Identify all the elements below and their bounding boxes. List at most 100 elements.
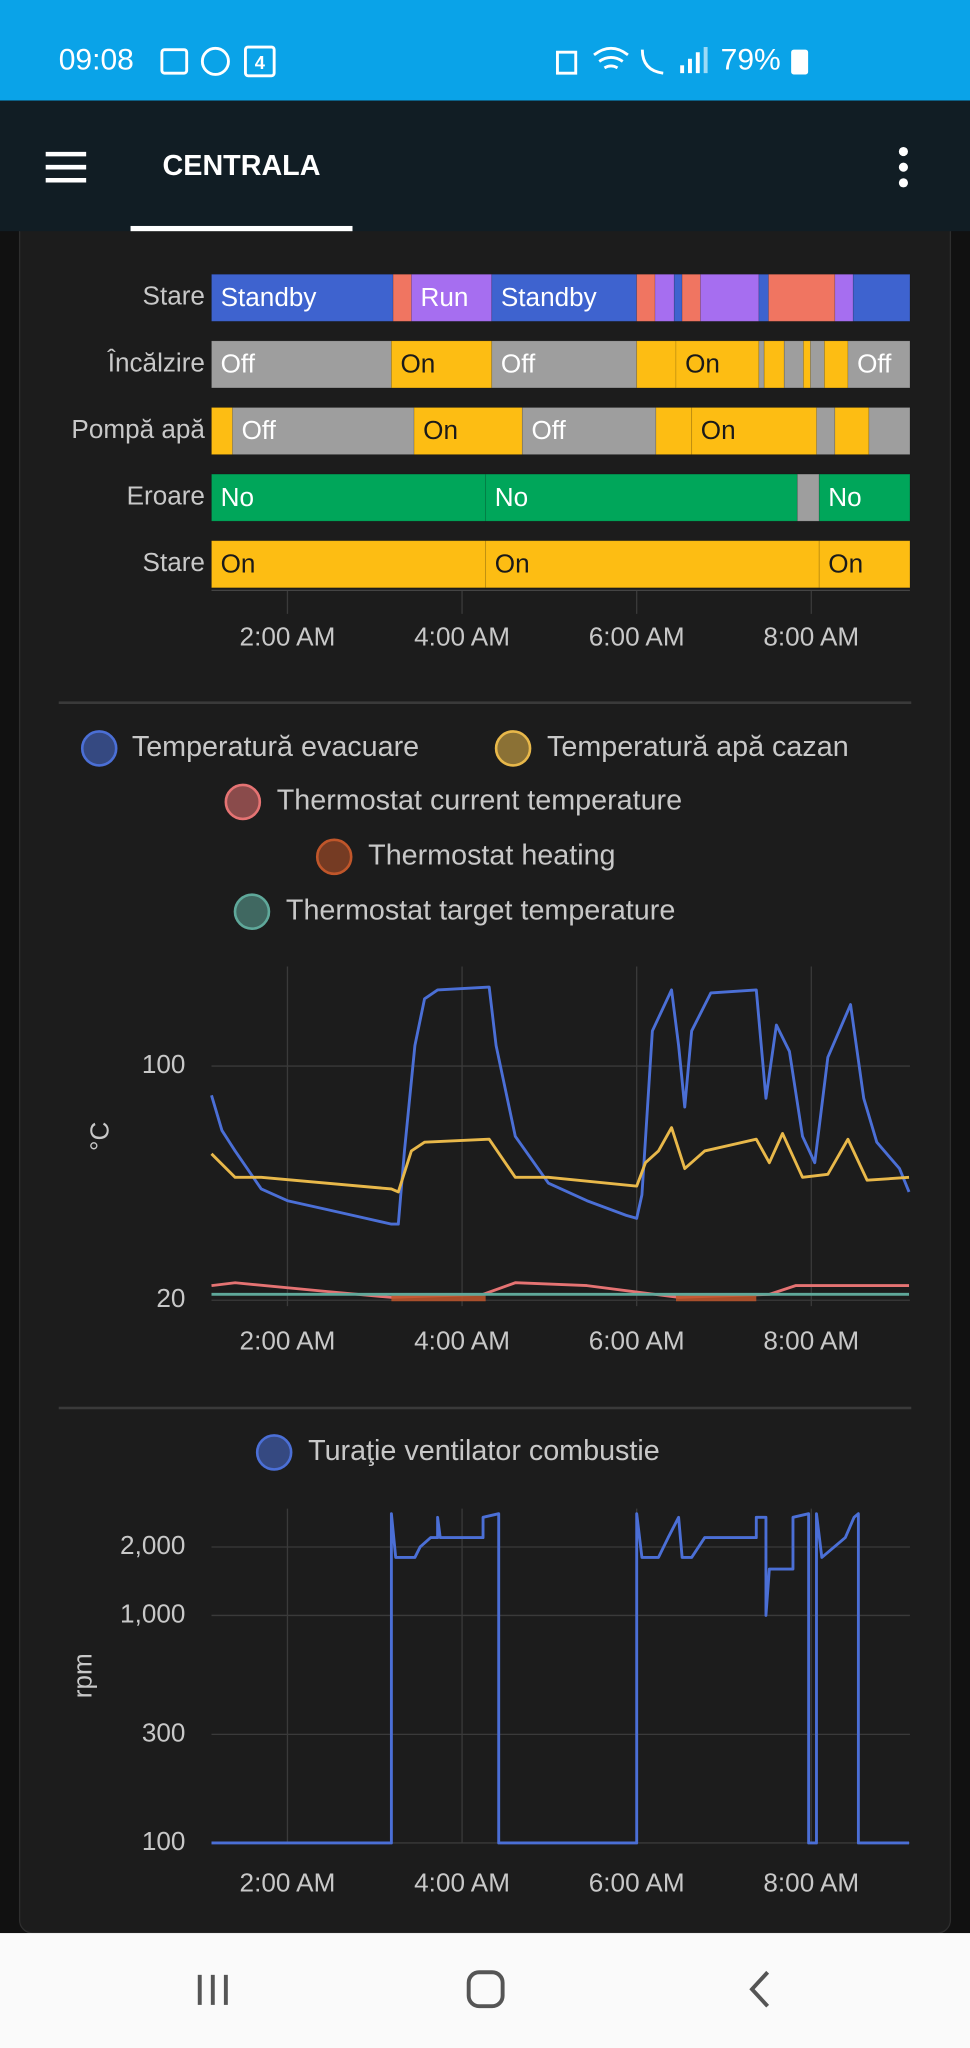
- x-tick-label: 4:00 AM: [414, 1868, 510, 1898]
- gallery-icon: [160, 48, 189, 75]
- y-axis-label: °C: [85, 1122, 115, 1151]
- dot: [898, 162, 908, 172]
- series-line: [211, 1512, 910, 1845]
- timeline-segment: [823, 340, 849, 389]
- calendar-icon: [244, 45, 276, 78]
- timeline-segment: [521, 407, 657, 455]
- timeline-segment: [485, 473, 798, 522]
- segment-label: On: [701, 415, 736, 445]
- dot: [898, 178, 908, 188]
- timeline-segment: [485, 540, 820, 589]
- timeline-segment: [868, 407, 911, 455]
- timeline-segment: [390, 340, 493, 389]
- timeline-segment: [413, 407, 523, 455]
- x-tick-label: 2:00 AM: [240, 1868, 336, 1898]
- y-tick-label: 300: [142, 1717, 186, 1747]
- timeline-segment: [700, 273, 760, 322]
- y-tick-label: 2,000: [120, 1530, 185, 1560]
- status-bar: [0, 0, 970, 101]
- timeline-segment: [796, 473, 820, 522]
- call-icon: [640, 49, 664, 75]
- segment-label: Off: [857, 349, 892, 379]
- legend-label: Thermostat target temperature: [286, 894, 675, 926]
- series-line: [210, 985, 911, 1226]
- y-tick-label: 100: [142, 1049, 186, 1079]
- signal-bar: [695, 52, 700, 74]
- timeline-segment: [654, 273, 675, 322]
- series-line: [211, 1281, 910, 1299]
- timeline-segment: [758, 273, 769, 322]
- app-bar: [0, 100, 970, 232]
- legend-swatch: [315, 838, 353, 876]
- timeline-segment: [818, 473, 911, 522]
- segment-label: Standby: [221, 282, 317, 312]
- battery-level: 79%: [721, 43, 781, 76]
- timeline-segment: [411, 273, 493, 322]
- series-line: [210, 1126, 910, 1194]
- legend-label: Thermostat heating: [368, 839, 615, 871]
- signal-icon: [680, 47, 708, 74]
- timeline-segment: [783, 340, 804, 389]
- segment-label: On: [495, 548, 530, 578]
- wifi-icon: [593, 46, 629, 70]
- legend-swatch: [494, 730, 532, 767]
- back-button[interactable]: [749, 1970, 770, 2008]
- y-axis-label: rpm: [68, 1653, 98, 1698]
- x-tick-label: 2:00 AM: [240, 1326, 336, 1356]
- signal-bar: [703, 47, 708, 74]
- timeline-segment: [491, 273, 638, 322]
- timeline-segment: [834, 273, 854, 322]
- dot: [898, 146, 908, 157]
- timeline-segment: [232, 407, 415, 455]
- legend-swatch: [255, 1434, 293, 1471]
- x-tick-label: 8:00 AM: [763, 622, 859, 652]
- timeline-segment: [810, 340, 825, 389]
- segment-label: On: [685, 349, 720, 379]
- timeline-segment: [763, 340, 785, 389]
- timeline-segment: [818, 540, 911, 589]
- timeline-segment: [675, 340, 760, 389]
- segment-label: Off: [531, 415, 566, 445]
- x-tick-label: 8:00 AM: [763, 1868, 859, 1898]
- tab-title[interactable]: CENTRALA: [163, 150, 321, 182]
- row-label: Eroare: [127, 481, 205, 511]
- nav-bar: [0, 1933, 970, 2048]
- legend-label: Temperatură evacuare: [132, 731, 419, 763]
- legend-swatch: [233, 893, 271, 930]
- timeline-segment: [211, 273, 394, 322]
- home-button[interactable]: [466, 1970, 505, 2009]
- status-icons: [160, 45, 664, 78]
- row-label: Stare: [143, 281, 205, 311]
- charts: 2:00 AM 4:00 AM 6:00 AM 8:00 AM Stare Standby…: [68, 273, 911, 1898]
- timeline-segment: [691, 407, 817, 455]
- legend-label: Thermostat current temperature: [277, 785, 682, 817]
- timeline-segment: [803, 340, 811, 389]
- segment-label: Off: [242, 415, 277, 445]
- y-tick-label: 20: [156, 1283, 185, 1313]
- timeline-segment: [211, 340, 392, 389]
- battery-icon: [791, 49, 809, 75]
- segment-label: On: [221, 548, 256, 578]
- timeline-segment: [758, 340, 765, 389]
- timeline-segment: [681, 273, 701, 322]
- row-label: Încălzire: [107, 347, 205, 377]
- overflow-menu[interactable]: [898, 146, 908, 188]
- menu-button[interactable]: [45, 151, 87, 183]
- timeline-segment: [673, 273, 683, 322]
- x-tick-label: 6:00 AM: [589, 1326, 685, 1356]
- status-time: 09:08: [59, 43, 134, 76]
- timeline-segment: [392, 273, 412, 322]
- calendar-day: 4: [255, 52, 266, 73]
- segment-label: On: [828, 548, 863, 578]
- segment-label: Run: [421, 282, 469, 312]
- signal-bar: [680, 65, 685, 74]
- recents-button[interactable]: [197, 1974, 228, 2005]
- signal-bar: [688, 58, 692, 74]
- timeline-segment: [211, 407, 233, 455]
- legend-swatch: [80, 730, 118, 767]
- nav-icons: [197, 1970, 770, 2009]
- timeline-segment: [852, 273, 911, 322]
- whatsapp-icon: [200, 46, 230, 76]
- x-tick-label: 4:00 AM: [414, 622, 510, 652]
